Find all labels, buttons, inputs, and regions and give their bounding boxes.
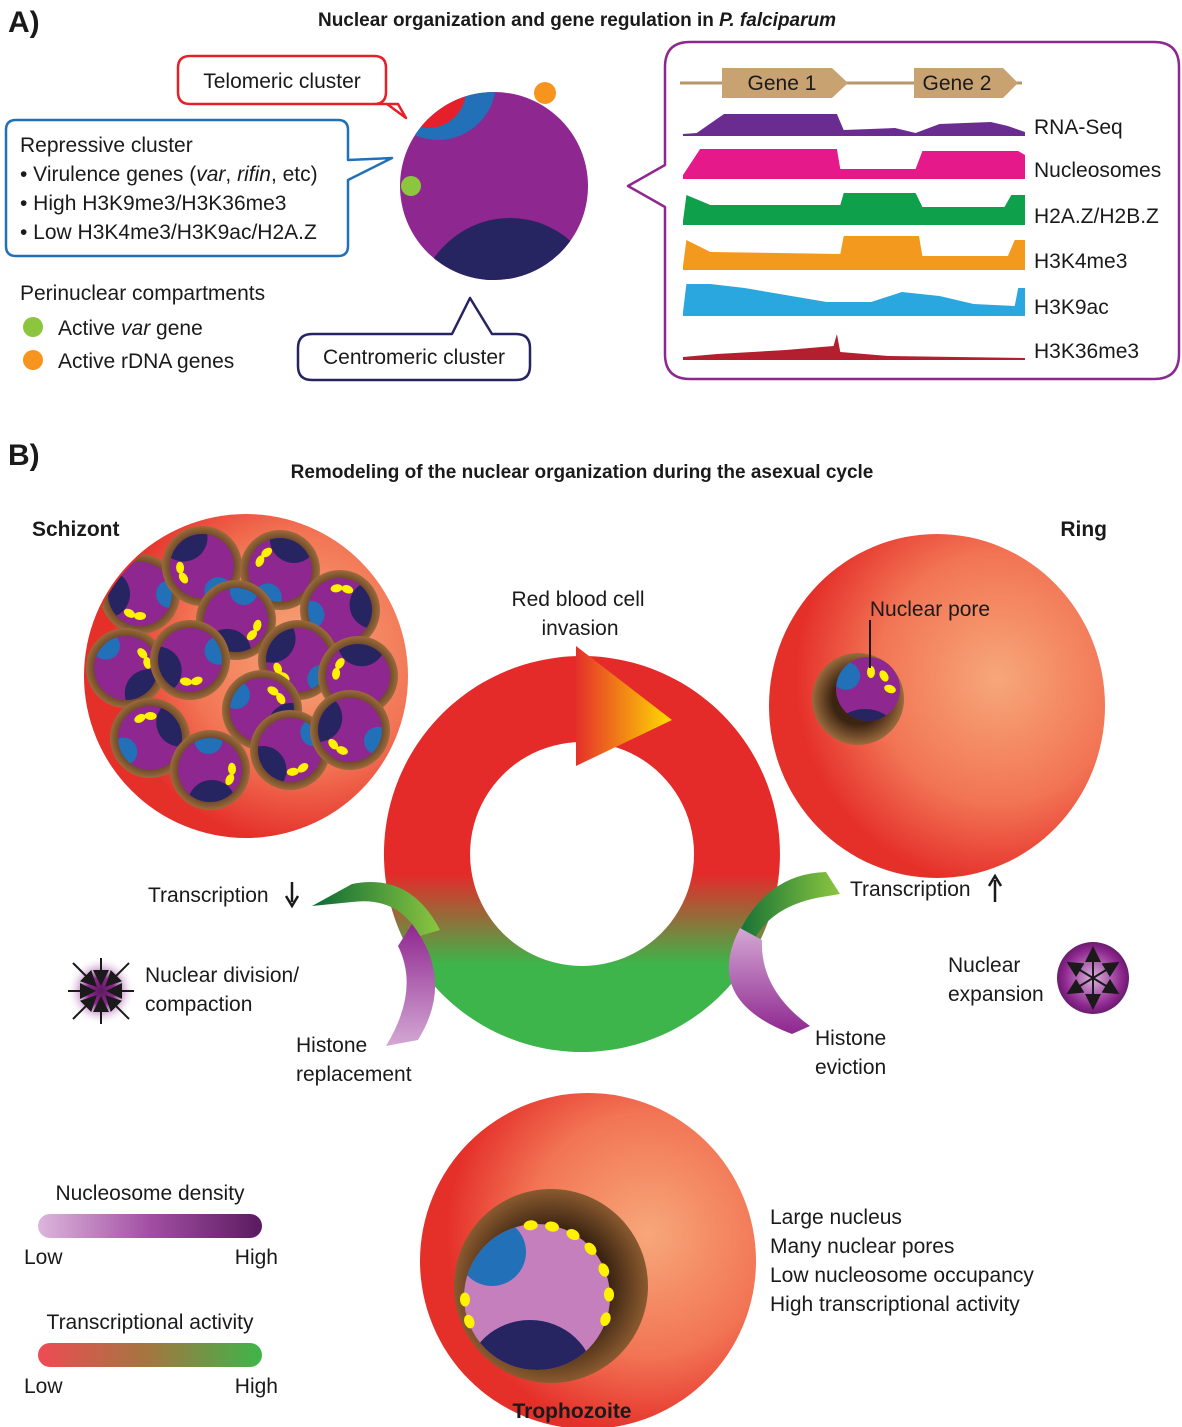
nucleosome-density-legend: Nucleosome density Low High [24, 1182, 278, 1269]
centromeric-callout: Centromeric cluster [296, 296, 532, 382]
tracks-callout: Gene 1 Gene 2 RNA-Seq Nucleosomes H2A.Z/H2… [626, 40, 1181, 381]
merozoite-7 [150, 620, 230, 700]
cycle-ring [383, 646, 780, 1052]
left-arrows [312, 881, 440, 1046]
merozoite-12 [170, 730, 250, 810]
repressive-line2: • High H3K9me3/H3K36me3 [20, 192, 287, 215]
histone-eviction-line1: Histone [815, 1027, 886, 1050]
track-1-label: RNA-Seq [1034, 116, 1123, 139]
track-3-label: H2A.Z/H2B.Z [1034, 205, 1159, 228]
panel-a-letter: A) [8, 6, 40, 39]
up-arrow-icon [987, 873, 1003, 902]
histone-replacement-line2: replacement [296, 1063, 412, 1086]
down-arrow-icon [284, 882, 300, 909]
histone-replacement-line1: Histone [296, 1034, 367, 1057]
transcriptional-activity-bar [38, 1343, 262, 1367]
transcription-down-label: Transcription [148, 884, 269, 907]
transcriptional-activity-title: Transcriptional activity [47, 1311, 254, 1334]
troph-feature-3: Low nucleosome occupancy [770, 1264, 1034, 1287]
telomeric-callout: Telomeric cluster [176, 54, 408, 120]
repressive-line1: • Virulence genes (var, rifin, etc) [20, 163, 318, 186]
nuclear-expansion-line2: expansion [948, 983, 1044, 1006]
transcriptional-activity-low: Low [24, 1375, 63, 1398]
nuclear-pore-8 [459, 1292, 471, 1307]
nuclear-division-line2: compaction [145, 993, 252, 1016]
track-1-signal [683, 114, 1025, 136]
nuclear-pore-2 [545, 1221, 559, 1232]
active-var-label: Active var gene [58, 317, 203, 340]
ring-cell: Nuclear pore [769, 534, 1105, 878]
nucleosome-density-title: Nucleosome density [55, 1182, 245, 1205]
nuclear-pore-4 [584, 1242, 597, 1255]
nuclear-pore-3 [566, 1229, 580, 1241]
nuclear-pore-6 [603, 1287, 615, 1302]
invasion-line1: Red blood cell [511, 588, 644, 611]
active-var-dot [401, 176, 421, 196]
merozoites [86, 526, 398, 810]
trophozoite-label: Trophozoite [513, 1400, 632, 1423]
panel-b-title: Remodeling of the nuclear organization d… [291, 462, 874, 483]
gene-2-box [914, 68, 1018, 98]
nuclear-pore-label: Nuclear pore [870, 598, 990, 621]
track-2-label: Nucleosomes [1034, 159, 1161, 182]
trophozoite-nuclear-pores [459, 1220, 615, 1329]
track-6-label: H3K36me3 [1034, 340, 1139, 363]
nuclear-pore-1 [523, 1220, 538, 1231]
gene-1-box [722, 68, 848, 98]
track-6-signal [683, 334, 1025, 360]
track-4-label: H3K4me3 [1034, 250, 1127, 273]
troph-feature-2: Many nuclear pores [770, 1235, 954, 1258]
merozoite-4 [300, 570, 380, 650]
merozoite-5 [86, 628, 166, 708]
merozoite-10 [110, 698, 190, 778]
repressive-line3: • Low H3K4me3/H3K9ac/H2A.Z [20, 221, 317, 244]
invasion-arrow [576, 646, 672, 766]
repressive-title: Repressive cluster [20, 134, 193, 157]
transcriptional-activity-high: High [235, 1375, 278, 1398]
nuclear-pore-9 [464, 1314, 475, 1329]
active-rdna-label: Active rDNA genes [58, 350, 234, 373]
nucleosome-density-bar [38, 1214, 262, 1238]
orange-dot-icon [23, 350, 43, 370]
histone-eviction-line2: eviction [815, 1056, 886, 1079]
nuclear-expansion-icon [1057, 942, 1129, 1014]
telomeric-label: Telomeric cluster [203, 70, 361, 93]
gene-1-label: Gene 1 [748, 72, 817, 95]
troph-feature-1: Large nucleus [770, 1206, 902, 1229]
schizont-cell [84, 514, 408, 838]
transcription-up-label: Transcription [850, 878, 971, 901]
track-3-signal [683, 193, 1025, 225]
centromeric-label: Centromeric cluster [323, 346, 505, 369]
gene-2-label: Gene 2 [923, 72, 992, 95]
track-2-signal [683, 149, 1025, 179]
panel-b-letter: B) [8, 439, 40, 472]
right-arrows [728, 872, 840, 1034]
schizont-label: Schizont [32, 518, 120, 541]
repressive-callout: Repressive cluster • Virulence genes (va… [4, 118, 394, 258]
track-5-label: H3K9ac [1034, 296, 1109, 319]
troph-feature-4: High transcriptional activity [770, 1293, 1020, 1316]
track-5-signal [683, 284, 1025, 316]
perinuclear-title: Perinuclear compartments [20, 282, 265, 305]
nuclear-expansion-line1: Nuclear [948, 954, 1020, 977]
merozoite-14 [310, 690, 390, 770]
nuclear-compaction-icon [67, 957, 135, 1025]
invasion-line2: invasion [541, 617, 618, 640]
nuclear-pore-5 [598, 1263, 610, 1277]
panel-a-title: Nuclear organization and gene regulation… [318, 10, 836, 31]
green-dot-icon [23, 317, 43, 337]
ring-label: Ring [1060, 518, 1107, 541]
rdna-dot [534, 82, 556, 104]
transcriptional-activity-legend: Transcriptional activity Low High [24, 1311, 278, 1398]
nuclear-division-line1: Nuclear division/ [145, 964, 299, 987]
perinuclear-legend: Perinuclear compartments Active var gene… [20, 282, 265, 373]
nuclear-pore-7 [600, 1312, 611, 1327]
track-4-signal [683, 236, 1025, 270]
nucleosome-density-low: Low [24, 1246, 63, 1269]
signal-tracks: RNA-Seq Nucleosomes H2A.Z/H2B.Z H3K4me3 H3K9… [683, 114, 1161, 363]
nucleosome-density-high: High [235, 1246, 278, 1269]
trophozoite-cell [420, 1093, 756, 1427]
